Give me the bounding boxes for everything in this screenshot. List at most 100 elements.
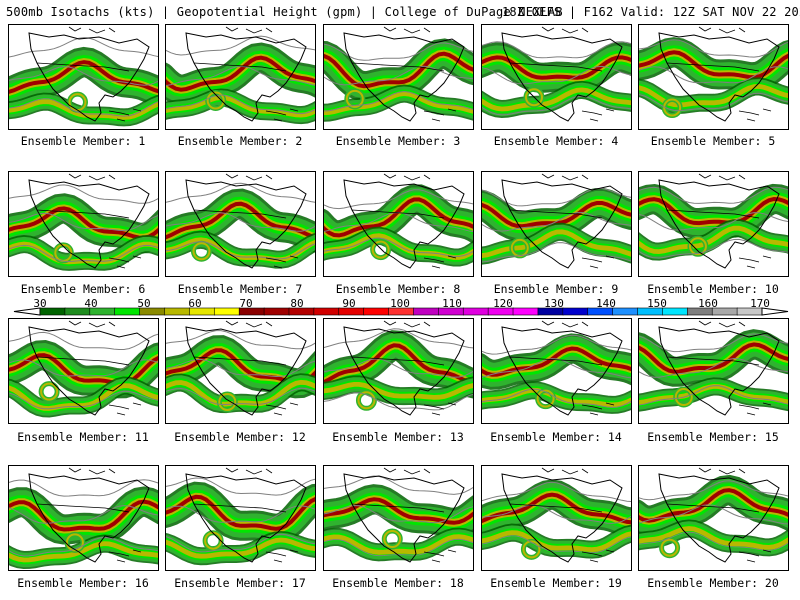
cutoff-low-isotach	[663, 98, 682, 117]
jet-stream-shading	[166, 201, 315, 240]
height-contour	[639, 480, 788, 501]
ensemble-member-panel	[638, 171, 789, 277]
arctic-coastline	[698, 467, 746, 475]
arctic-coastline	[541, 173, 589, 181]
arctic-coastline	[68, 26, 116, 34]
height-contour	[639, 66, 788, 84]
ensemble-member-panel	[8, 24, 159, 130]
ensemble-member-panel	[481, 318, 632, 424]
jet-stream-shading	[324, 497, 473, 525]
caribbean-islands	[738, 255, 772, 269]
caribbean-islands	[423, 402, 457, 416]
colorbar-tick-label: 150	[647, 297, 667, 310]
height-contour	[9, 536, 158, 557]
caribbean-islands	[581, 402, 615, 416]
coastline	[28, 179, 150, 269]
isotach-map	[9, 467, 158, 570]
ensemble-member-label: Ensemble Member: 13	[332, 430, 464, 444]
height-contour	[9, 390, 158, 410]
colorbar	[13, 307, 789, 316]
colorbar-tick-label: 170	[750, 297, 770, 310]
height-contour	[482, 535, 631, 554]
cutoff-low-isotach	[688, 237, 707, 256]
cutoff-low-isotach	[206, 91, 225, 110]
ensemble-member-label: Ensemble Member: 6	[20, 282, 146, 296]
colorbar-swatch	[462, 307, 489, 316]
height-contour	[166, 477, 315, 496]
ensemble-member-label: Ensemble Member: 4	[493, 134, 619, 148]
arctic-coastline	[383, 320, 431, 328]
height-contour	[9, 505, 158, 524]
ensemble-member-label: Ensemble Member: 8	[335, 282, 461, 296]
height-contour	[166, 387, 315, 405]
colorbar-tick-label: 80	[290, 297, 304, 310]
arctic-coastline	[541, 467, 589, 475]
chart-header-valid-time: 18Z GEFS | F162 Valid: 12Z SAT NOV 22 20…	[502, 5, 800, 19]
coastline	[185, 473, 307, 563]
colorbar-tick-label: 160	[698, 297, 718, 310]
height-contour	[166, 241, 315, 260]
ensemble-member-panel	[165, 318, 316, 424]
jet-stream-shading	[639, 50, 788, 80]
height-contour	[166, 94, 315, 115]
isotach-map	[639, 173, 788, 269]
isotach-map	[324, 173, 473, 269]
country-border	[666, 503, 760, 513]
coastline	[343, 473, 465, 563]
jet-stream-shading	[324, 51, 473, 89]
colorbar-tick-label: 110	[442, 297, 462, 310]
ensemble-member-panel	[165, 465, 316, 571]
height-contour	[639, 92, 788, 112]
jet-stream-shading	[166, 379, 315, 407]
isotach-map	[166, 320, 315, 416]
country-border	[193, 503, 287, 513]
height-contour	[482, 211, 631, 232]
ensemble-member-label: Ensemble Member: 11	[17, 430, 149, 444]
country-border	[36, 209, 130, 219]
country-border	[193, 356, 287, 366]
isotach-map	[324, 320, 473, 416]
coastline	[658, 179, 780, 269]
jet-stream-shading	[9, 353, 158, 386]
arctic-coastline	[698, 173, 746, 181]
ensemble-member-label: Ensemble Member: 16	[17, 576, 149, 590]
jet-stream-shading	[324, 343, 473, 386]
coastline	[343, 326, 465, 416]
colorbar-swatch	[413, 307, 440, 316]
cutoff-low-isotach	[345, 89, 364, 108]
colorbar-tick-label: 100	[390, 297, 410, 310]
country-border	[666, 356, 760, 366]
caribbean-islands	[108, 402, 142, 416]
jet-stream-shading	[639, 196, 788, 226]
height-contour	[324, 538, 473, 557]
cutoff-low-isotach	[218, 392, 237, 411]
isotach-map	[166, 26, 315, 125]
arctic-coastline	[541, 26, 589, 34]
ensemble-member-panel	[638, 318, 789, 424]
isotach-map	[9, 26, 158, 127]
jet-stream-shading	[9, 499, 158, 532]
ensemble-member-label: Ensemble Member: 3	[335, 134, 461, 148]
coastline	[343, 179, 465, 269]
country-border	[666, 62, 760, 72]
height-contour	[639, 357, 788, 378]
coastline	[185, 326, 307, 416]
ensemble-member-panel	[638, 465, 789, 571]
height-contour	[639, 212, 788, 231]
isotach-map	[482, 467, 631, 563]
cutoff-low-isotach	[660, 538, 679, 557]
height-contour	[9, 359, 158, 377]
height-contour	[639, 385, 788, 406]
ensemble-member-panel	[323, 465, 474, 571]
caribbean-islands	[581, 108, 615, 122]
jet-stream-shading	[324, 197, 473, 238]
caribbean-islands	[265, 255, 299, 269]
coastline	[501, 326, 623, 416]
jet-stream-shading	[639, 225, 788, 255]
height-contour	[324, 328, 473, 349]
isotach-map	[324, 26, 473, 122]
country-border	[36, 356, 130, 366]
colorbar-swatch	[114, 307, 141, 316]
arctic-coastline	[383, 467, 431, 475]
ensemble-member-label: Ensemble Member: 7	[177, 282, 303, 296]
